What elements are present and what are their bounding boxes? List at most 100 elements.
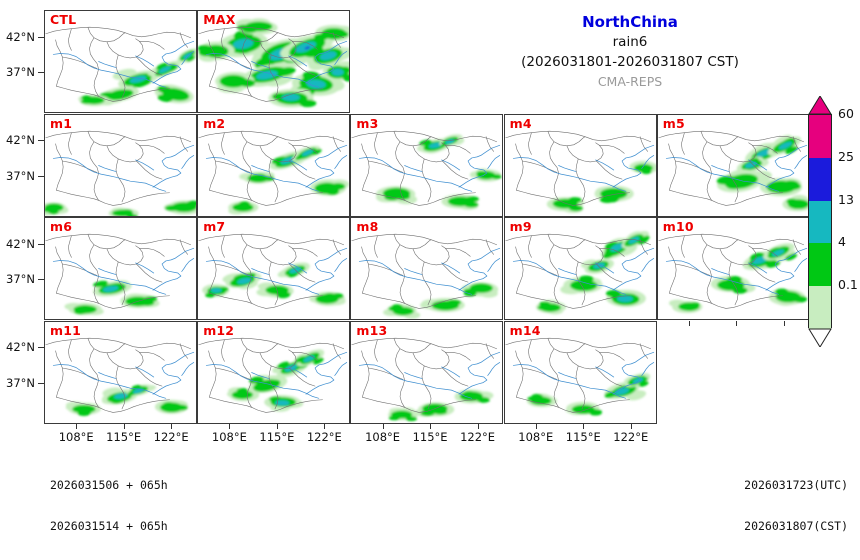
panel-label: MAX [203,12,236,27]
panel-label: m7 [203,219,226,234]
map-panel-m14[interactable]: m14 [503,320,657,424]
y-axis-tick-mark [38,36,44,38]
map-panel-ctl[interactable]: CTL [44,10,197,113]
x-axis-tick-mark [382,424,384,429]
x-axis-tick-mark [276,424,278,429]
colorbar-over-arrow [808,95,832,115]
x-axis-tick-mark [324,424,326,429]
map-panel-m8[interactable]: m8 [350,217,504,320]
map-panel-m11[interactable]: m11 [44,320,197,424]
panel-label: m5 [662,115,685,131]
y-axis-tick-mark [38,140,44,142]
colorbar-tick-label: 25 [838,148,854,164]
colorbar-tick-label: 0.1 [838,277,858,293]
y-axis-tick-label: 37°N [6,272,35,287]
y-axis-tick-label: 37°N [6,65,35,80]
footer-valid-utc: 2026031723(UTC) [744,478,848,492]
y-axis-tick-label: 37°N [6,168,35,183]
x-axis-tick-mark [783,320,785,326]
y-axis-tick-label: 42°N [6,340,35,355]
panel-label: m1 [50,115,73,131]
map-panel-m12[interactable]: m12 [197,320,351,424]
panel-label: m2 [203,115,226,131]
panel-label: m6 [50,219,73,234]
map-panel-m13[interactable]: m13 [350,320,504,424]
x-axis-tick-label: 115°E [565,430,601,444]
x-axis-tick-label: 122°E [460,430,496,444]
x-axis-tick-label: 122°E [306,430,342,444]
panel-label: m4 [509,115,532,131]
x-axis-tick-mark [535,424,537,429]
panel-label: m14 [509,322,541,338]
map-panel-m9[interactable]: m9 [503,217,657,320]
x-axis-tick-label: 108°E [58,430,94,444]
x-axis-tick-label: 115°E [106,430,142,444]
map-panel-m5[interactable]: m5 [656,113,810,217]
panel-label: m9 [509,219,532,234]
panel-label: m8 [356,219,379,234]
footer-init-line1: 2026031506 + 065h [50,478,168,492]
y-axis-tick-label: 37°N [6,375,35,390]
y-axis-tick-mark [38,279,44,281]
x-axis-tick-label: 122°E [153,430,189,444]
forecast-figure: NorthChina rain6 (2026031801-2026031807 … [6,10,858,532]
x-axis-tick-mark [76,424,78,429]
map-panel-m6[interactable]: m6 [44,217,197,320]
panel-label: m12 [203,322,235,338]
x-axis-tick-label: 108°E [365,430,401,444]
panel-label: CTL [50,12,77,27]
colorbar-segment [809,157,831,202]
x-axis-tick-mark [736,320,738,326]
y-axis-tick-mark [38,243,44,245]
region-title: NorthChina [582,13,678,31]
x-axis-tick-label: 115°E [412,430,448,444]
colorbar-segment [809,286,831,329]
map-panel-max[interactable]: MAX [197,10,351,113]
x-axis-tick-mark [688,320,690,326]
footer-init-line2: 2026031514 + 065h [50,518,168,533]
map-panel-m1[interactable]: m1 [44,113,197,217]
colorbar-tick-label: 13 [838,191,854,207]
colorbar-segment [809,200,831,245]
colorbar-under-arrow [808,328,832,348]
map-panel-m2[interactable]: m2 [197,113,351,217]
model-name: CMA-REPS [597,74,663,89]
x-axis-tick-mark [171,424,173,429]
colorbar-tick-label: 4 [838,234,846,250]
map-panel-m4[interactable]: m4 [503,113,657,217]
colorbar-bands [808,114,832,329]
panel-grid: CTL MAX m1 m2 m3 m4 m5 m6 m7 m8 m9 m10 m11 m12 m13 m14 [44,10,810,425]
figure-title-block: NorthChina rain6 (2026031801-2026031807 … [430,12,830,91]
panel-label: m10 [662,219,694,234]
map-panel-m3[interactable]: m3 [350,113,504,217]
x-axis-tick-label: 108°E [211,430,247,444]
x-axis-tick-mark [229,424,231,429]
colorbar-tick-label: 60 [838,106,854,121]
x-axis-tick-label: 108°E [518,430,554,444]
panel-label: m11 [50,322,82,338]
map-panel-m10[interactable]: m10 [656,217,810,320]
map-panel-m7[interactable]: m7 [197,217,351,320]
panel-label: m3 [356,115,379,131]
footer-right: 2026031723(UTC) 2026031807(CST) [744,452,848,560]
colorbar-segment [809,243,831,288]
y-axis-tick-mark [38,72,44,74]
x-axis-tick-mark [583,424,585,429]
x-axis-tick-mark [630,424,632,429]
y-axis-tick-label: 42°N [6,236,35,251]
x-axis-tick-mark [430,424,432,429]
y-axis-tick-mark [38,382,44,384]
x-axis-tick-mark [477,424,479,429]
y-axis-tick-mark [38,347,44,349]
panel-label: m13 [356,322,388,338]
y-axis-tick-label: 42°N [6,29,35,44]
y-axis-tick-mark [38,175,44,177]
x-axis-tick-label: 115°E [259,430,295,444]
colorbar: 60 25 13 4 0.1 [808,95,858,348]
valid-time-range: (2026031801-2026031807 CST) [521,54,739,70]
x-axis-tick-mark [123,424,125,429]
x-axis-tick-label: 122°E [613,430,649,444]
y-axis-tick-label: 42°N [6,133,35,148]
footer-valid-cst: 2026031807(CST) [744,518,848,533]
footer-left: 2026031506 + 065h 2026031514 + 065h [50,452,168,560]
